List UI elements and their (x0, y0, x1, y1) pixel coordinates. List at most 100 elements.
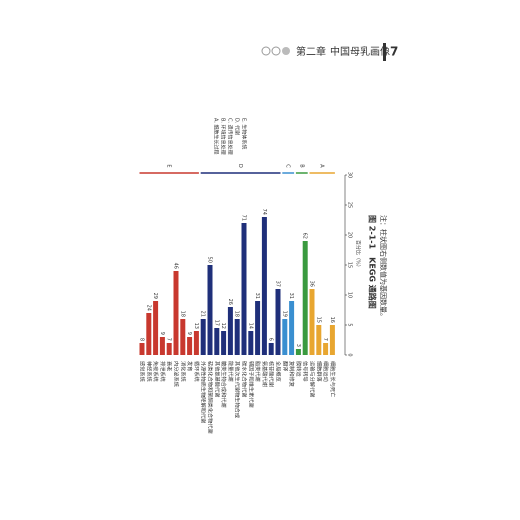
value-label: 31 (254, 293, 260, 299)
value-label: 16 (329, 317, 335, 323)
group-label: C (285, 164, 291, 168)
legend-entry: C. 遗传信息处理 (227, 118, 234, 155)
category-label: 信号转导 (302, 361, 310, 382)
legend-entry: D. 代谢 (234, 118, 241, 135)
category-label: 细胞生长与死亡 (329, 361, 337, 397)
value-label: 15 (315, 317, 321, 323)
group-label: E (166, 164, 172, 167)
bar (221, 331, 227, 355)
bar (248, 331, 254, 355)
y-tick-label: 20 (347, 232, 353, 238)
y-tick-label: 25 (347, 202, 353, 208)
bar (261, 217, 267, 355)
bar (329, 325, 335, 355)
bar (275, 289, 281, 355)
category-label: 碳水化合物代谢 (241, 361, 249, 397)
bar (153, 301, 159, 355)
value-label: 21 (200, 311, 206, 317)
bar (159, 337, 165, 355)
bar (295, 349, 301, 355)
bar (289, 301, 295, 355)
value-label: 17 (213, 320, 219, 326)
value-label: 24 (145, 305, 151, 311)
category-label: 细胞群落 (315, 361, 323, 383)
category-label: 感觉系统 (139, 361, 147, 382)
value-label: 6 (268, 338, 274, 341)
value-label: 3 (295, 344, 301, 347)
y-tick-label: 5 (347, 323, 353, 326)
value-label: 7 (166, 338, 172, 341)
value-label: 46 (173, 263, 179, 269)
value-label: 18 (234, 311, 240, 317)
header-title: 中国母乳画像 (330, 45, 390, 58)
category-label: 全局概览 (275, 361, 283, 382)
value-label: 12 (220, 323, 226, 329)
value-label: 13 (193, 323, 199, 329)
bar (241, 223, 247, 355)
category-label: 细胞运动 (322, 361, 330, 382)
value-label: 14 (247, 323, 253, 329)
legend-entry: A. 细胞生长过程 (213, 118, 220, 155)
y-tick-label: 30 (347, 172, 353, 178)
value-label: 18 (179, 311, 185, 317)
legend-entry: E. 生物体系统 (241, 118, 248, 149)
ornament (282, 47, 290, 55)
axis-title: 百分比（%） (355, 240, 362, 270)
bar (302, 241, 308, 355)
page-number: 7 (390, 45, 398, 59)
category-label: 翻译 (281, 361, 289, 372)
category-label: 内分泌系统 (173, 361, 181, 387)
bar (268, 343, 274, 355)
bar (193, 331, 199, 355)
y-tick-label: 15 (347, 262, 353, 268)
value-label: 71 (241, 215, 247, 221)
category-label: 排泄系统 (159, 361, 167, 382)
value-label: 74 (261, 209, 267, 215)
category-label: 脂类代谢 (254, 361, 262, 382)
category-label: 膜转运 (295, 361, 303, 377)
value-label: 7 (322, 338, 328, 341)
ornament (261, 46, 271, 56)
value-label: 29 (152, 293, 158, 299)
bar (146, 313, 152, 355)
bar (214, 328, 220, 355)
ornament (271, 46, 281, 56)
bar (255, 301, 261, 355)
bar (323, 343, 329, 355)
category-label: 其他氨基酸代谢 (213, 361, 221, 397)
category-label: 其他次生代谢物生物合成 (234, 361, 242, 418)
category-label: 萜类化合物和聚酮类化合物代谢 (207, 361, 215, 434)
chapter: 第二章 (296, 45, 326, 58)
group-label: A (319, 164, 325, 168)
bar (180, 319, 186, 355)
category-label: 消化系统 (179, 361, 187, 382)
bar (173, 271, 179, 355)
bar (166, 343, 172, 355)
category-label: 能量代谢 (227, 361, 235, 382)
legend-entry: B. 环境信息处理 (220, 118, 227, 155)
bar (282, 319, 288, 355)
bar (234, 319, 240, 355)
note: 注：柱状图右侧数值为基因数量。 (379, 215, 388, 320)
value-label: 9 (159, 332, 165, 335)
y-tick-label: 10 (347, 292, 353, 298)
category-label: 免疫系统 (152, 361, 160, 382)
bar (139, 343, 145, 355)
value-label: 50 (207, 257, 213, 263)
value-label: 37 (275, 281, 281, 287)
bar (316, 325, 322, 355)
category-label: 循环系统 (193, 361, 201, 382)
value-label: 31 (288, 293, 294, 299)
caption: 图 2-1-1 KEGG 通路图 (368, 215, 378, 309)
bar (200, 319, 206, 355)
value-label: 36 (309, 281, 315, 287)
y-tick-label: 0 (347, 353, 353, 356)
category-label: 辅因子和维生素代谢 (247, 361, 255, 408)
value-label: 9 (186, 332, 192, 335)
bar (207, 265, 213, 355)
divider (383, 43, 386, 61)
category-label: 核苷酸代谢 (268, 361, 276, 387)
value-label: 19 (281, 311, 287, 317)
value-label: 26 (227, 299, 233, 305)
